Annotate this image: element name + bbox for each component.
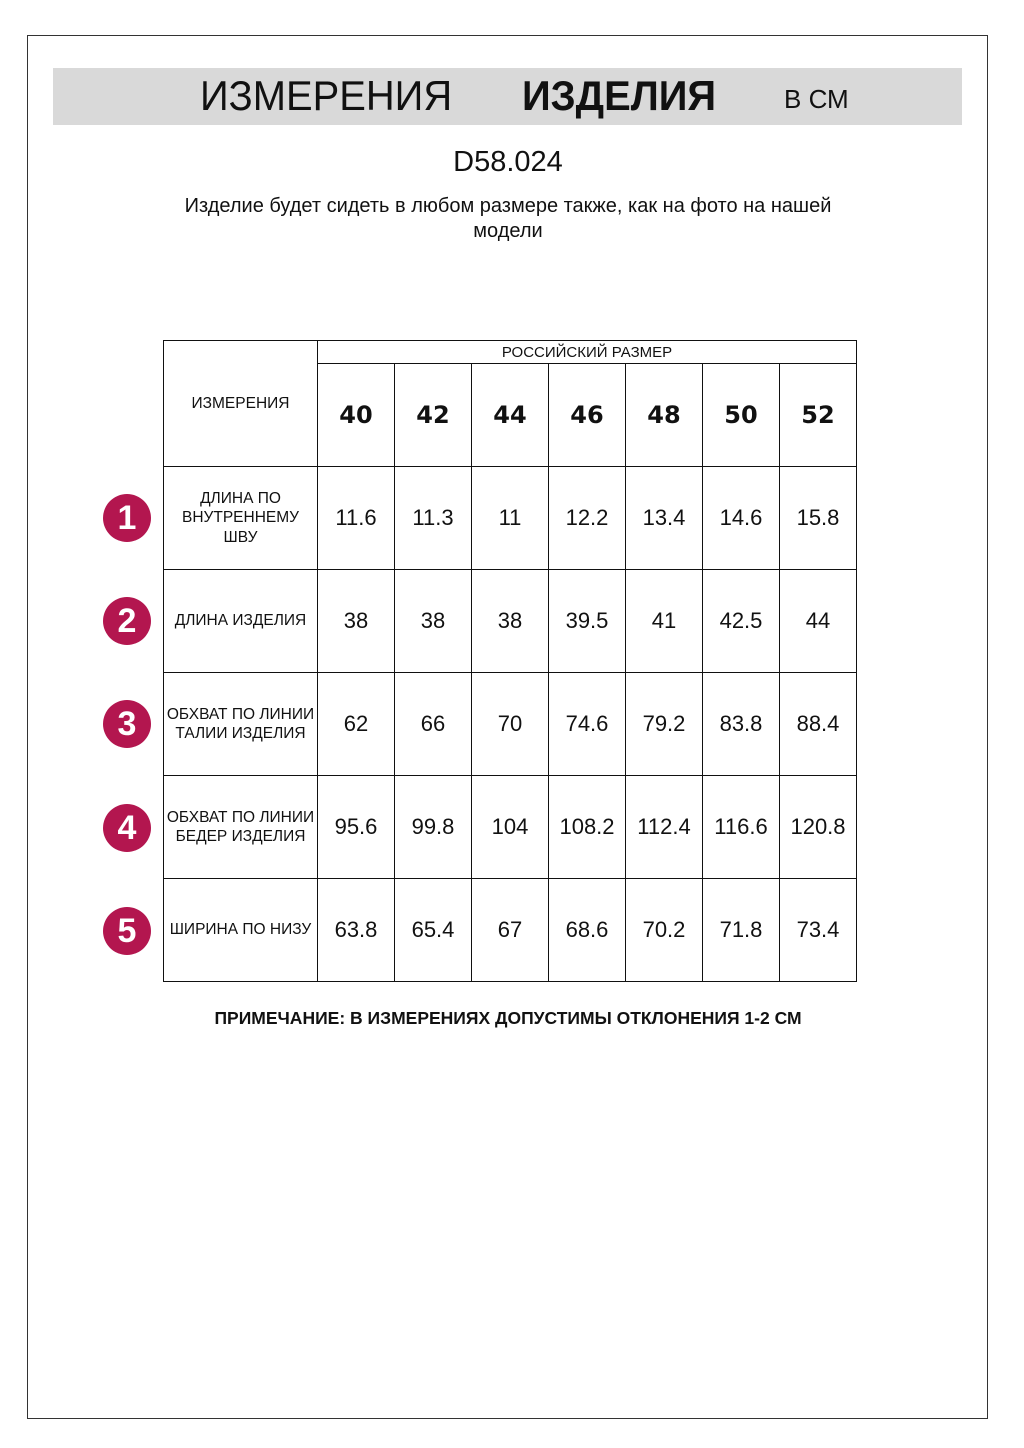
measurement-value: 95.6 (317, 775, 395, 879)
table-row: ШИРИНА ПО НИЗУ 63.8 65.4 67 68.6 70.2 71.8 73.4 (163, 878, 857, 982)
measurement-value: 14.6 (702, 466, 780, 570)
size-header: 44 (471, 363, 549, 467)
measurement-value: 11 (471, 466, 549, 570)
size-header: 48 (625, 363, 703, 467)
measurement-value: 99.8 (394, 775, 472, 879)
measurement-value: 71.8 (702, 878, 780, 982)
measurement-value: 116.6 (702, 775, 780, 879)
product-code: D58.024 (453, 146, 563, 178)
measurement-value: 70 (471, 672, 549, 776)
title-band (53, 68, 962, 125)
measurement-value: 88.4 (779, 672, 857, 776)
measurement-value: 66 (394, 672, 472, 776)
measurement-value: 63.8 (317, 878, 395, 982)
measurement-value: 13.4 (625, 466, 703, 570)
measurement-value: 41 (625, 569, 703, 673)
title-unit: В СМ (784, 84, 849, 114)
measurement-value: 38 (471, 569, 549, 673)
title-bold: ИЗДЕЛИЯ (522, 72, 717, 119)
table-row: ОБХВАТ ПО ЛИНИИ ТАЛИИ ИЗДЕЛИЯ 62 66 70 74.6 7… (163, 672, 857, 776)
measurement-value: 11.3 (394, 466, 472, 570)
row-number-badge: 3 (103, 700, 151, 749)
measurement-value: 44 (779, 569, 857, 673)
note: ПРИМЕЧАНИЕ: В ИЗМЕРЕНИЯХ ДОПУСТИМЫ ОТКЛО… (214, 1008, 802, 1028)
size-header: 42 (394, 363, 472, 467)
row-number-badge: 2 (103, 597, 151, 646)
measurement-value: 104 (471, 775, 549, 879)
size-header: 46 (548, 363, 626, 467)
subtitle: Изделие будет сидеть в любом размере так… (184, 195, 832, 242)
measurement-value: 38 (394, 569, 472, 673)
measurement-value: 65.4 (394, 878, 472, 982)
measure-header: ИЗМЕРЕНИЯ (163, 340, 318, 467)
measurement-value: 39.5 (548, 569, 626, 673)
measurement-value: 79.2 (625, 672, 703, 776)
row-number-badge: 5 (103, 906, 151, 955)
measurement-value: 120.8 (779, 775, 857, 879)
measurement-value: 112.4 (625, 775, 703, 879)
measurement-value: 42.5 (702, 569, 780, 673)
title-regular: ИЗМЕРЕНИЯ (200, 72, 453, 119)
measurement-value: 12.2 (548, 466, 626, 570)
measurement-value: 15.8 (779, 466, 857, 570)
measurement-value: 62 (317, 672, 395, 776)
table-row: ДЛИНА ПО ВНУТРЕННЕМУ ШВУ 11.6 11.3 11 12.2 13… (163, 466, 857, 570)
measurement-value: 38 (317, 569, 395, 673)
table-row: ОБХВАТ ПО ЛИНИИ БЕДЕР ИЗДЕЛИЯ 95.6 99.8 104… (163, 775, 857, 879)
measurement-label: ШИРИНА ПО НИЗУ (163, 878, 318, 982)
page-border (27, 35, 988, 1419)
measurement-value: 74.6 (548, 672, 626, 776)
measurement-value: 67 (471, 878, 549, 982)
measurement-label: ДЛИНА ПО ВНУТРЕННЕМУ ШВУ (163, 466, 318, 570)
measurement-label: ОБХВАТ ПО ЛИНИИ ТАЛИИ ИЗДЕЛИЯ (163, 672, 318, 776)
measurement-label: ДЛИНА ИЗДЕЛИЯ (163, 569, 318, 673)
measurement-value: 68.6 (548, 878, 626, 982)
size-header: 52 (779, 363, 857, 467)
size-table: ИЗМЕРЕНИЯ РОССИЙСКИЙ РАЗМЕР 40 42 44 46 … (163, 340, 857, 982)
measurement-value: 70.2 (625, 878, 703, 982)
table-row: ДЛИНА ИЗДЕЛИЯ 38 38 38 39.5 41 42.5 44 (163, 569, 857, 673)
measurement-value: 11.6 (317, 466, 395, 570)
measurement-value: 83.8 (702, 672, 780, 776)
row-number-badge: 1 (103, 494, 151, 542)
size-header: 40 (317, 363, 395, 467)
measurement-value: 73.4 (779, 878, 857, 982)
row-number-badge: 4 (103, 803, 151, 852)
measurement-label: ОБХВАТ ПО ЛИНИИ БЕДЕР ИЗДЕЛИЯ (163, 775, 318, 879)
size-group-header: РОССИЙСКИЙ РАЗМЕР (317, 340, 857, 364)
size-header: 50 (702, 363, 780, 467)
measurement-value: 108.2 (548, 775, 626, 879)
